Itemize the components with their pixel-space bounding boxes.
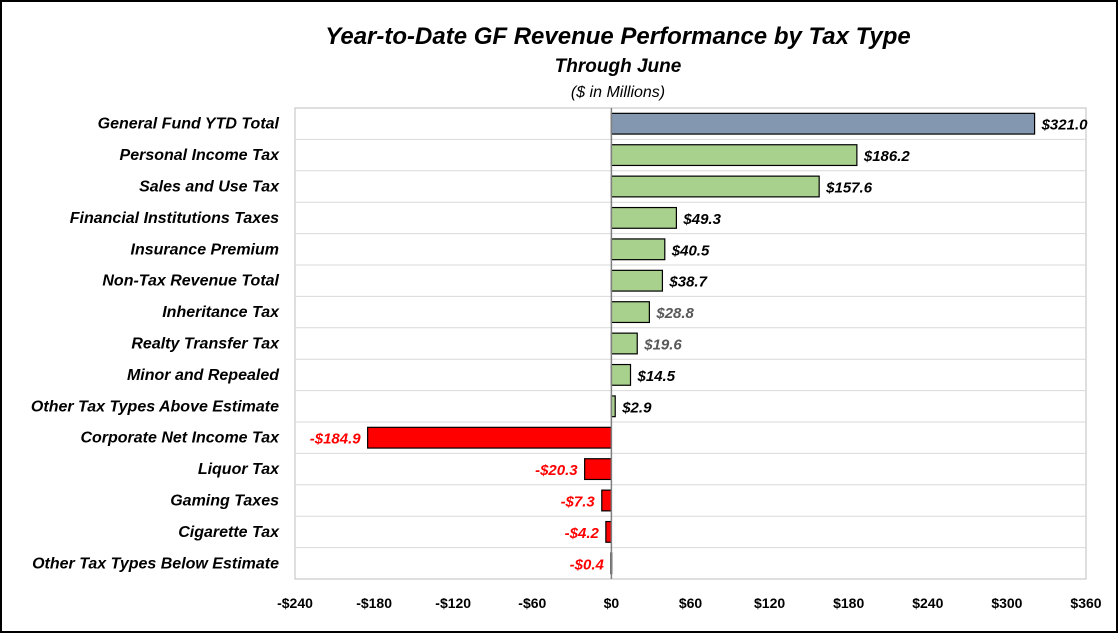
category-label: Realty Transfer Tax xyxy=(131,336,280,353)
data-label: $321.0 xyxy=(1041,117,1089,134)
x-tick-label: $300 xyxy=(991,595,1022,611)
bar xyxy=(610,332,638,355)
category-label: Other Tax Types Below Estimate xyxy=(32,555,279,572)
data-label: -$20.3 xyxy=(535,462,578,479)
data-label: -$4.2 xyxy=(565,525,600,542)
data-label: -$7.3 xyxy=(561,494,596,511)
category-label: Corporate Net Income Tax xyxy=(80,430,280,447)
category-label: Sales and Use Tax xyxy=(139,179,280,196)
bar xyxy=(610,206,677,229)
category-label: Personal Income Tax xyxy=(120,147,281,164)
category-label: Financial Institutions Taxes xyxy=(70,210,279,227)
x-tick-label: $60 xyxy=(679,595,703,611)
category-label: Minor and Repealed xyxy=(127,367,280,384)
category-label: General Fund YTD Total xyxy=(98,116,280,133)
category-label: Gaming Taxes xyxy=(170,493,279,510)
category-label: Insurance Premium xyxy=(131,241,280,258)
data-label: $28.8 xyxy=(655,305,694,322)
chart-unit-note: ($ in Millions) xyxy=(571,84,665,101)
data-label: $38.7 xyxy=(668,274,707,291)
bar xyxy=(610,144,858,167)
bar xyxy=(610,363,632,386)
chart-subtitle: Through June xyxy=(555,56,682,77)
x-tick-label: -$240 xyxy=(277,595,313,611)
bar xyxy=(610,112,1036,135)
x-tick-label: -$180 xyxy=(356,595,392,611)
data-label: $49.3 xyxy=(682,211,721,228)
x-tick-label: $180 xyxy=(833,595,864,611)
data-label: $157.6 xyxy=(825,180,873,197)
bar xyxy=(610,269,664,292)
category-label: Non-Tax Revenue Total xyxy=(102,273,279,290)
bar xyxy=(605,520,612,543)
plot-area: General Fund YTD Total $321.0 Personal Inc… xyxy=(31,107,1102,611)
category-label: Inheritance Tax xyxy=(162,304,280,321)
x-tick-label: $360 xyxy=(1070,595,1101,611)
x-tick-label: $120 xyxy=(754,595,785,611)
data-label: -$184.9 xyxy=(310,431,362,448)
x-tick-label: -$60 xyxy=(518,595,546,611)
x-tick-label: -$120 xyxy=(435,595,471,611)
x-tick-label: $0 xyxy=(604,595,620,611)
bar xyxy=(610,238,666,261)
bar xyxy=(610,301,650,324)
data-label: $40.5 xyxy=(671,242,710,259)
bar xyxy=(601,489,613,512)
data-label: $19.6 xyxy=(643,337,682,354)
data-label: -$0.4 xyxy=(570,556,605,573)
bar xyxy=(367,426,612,449)
category-label: Cigarette Tax xyxy=(178,524,280,541)
bar xyxy=(610,175,820,198)
category-label: Other Tax Types Above Estimate xyxy=(31,398,279,415)
bar xyxy=(584,458,612,481)
data-label: $186.2 xyxy=(863,148,911,165)
data-label: $14.5 xyxy=(637,368,676,385)
data-label: $2.9 xyxy=(621,399,652,416)
x-tick-label: $240 xyxy=(912,595,943,611)
chart-title: Year-to-Date GF Revenue Performance by T… xyxy=(325,23,911,50)
category-label: Liquor Tax xyxy=(198,461,280,478)
